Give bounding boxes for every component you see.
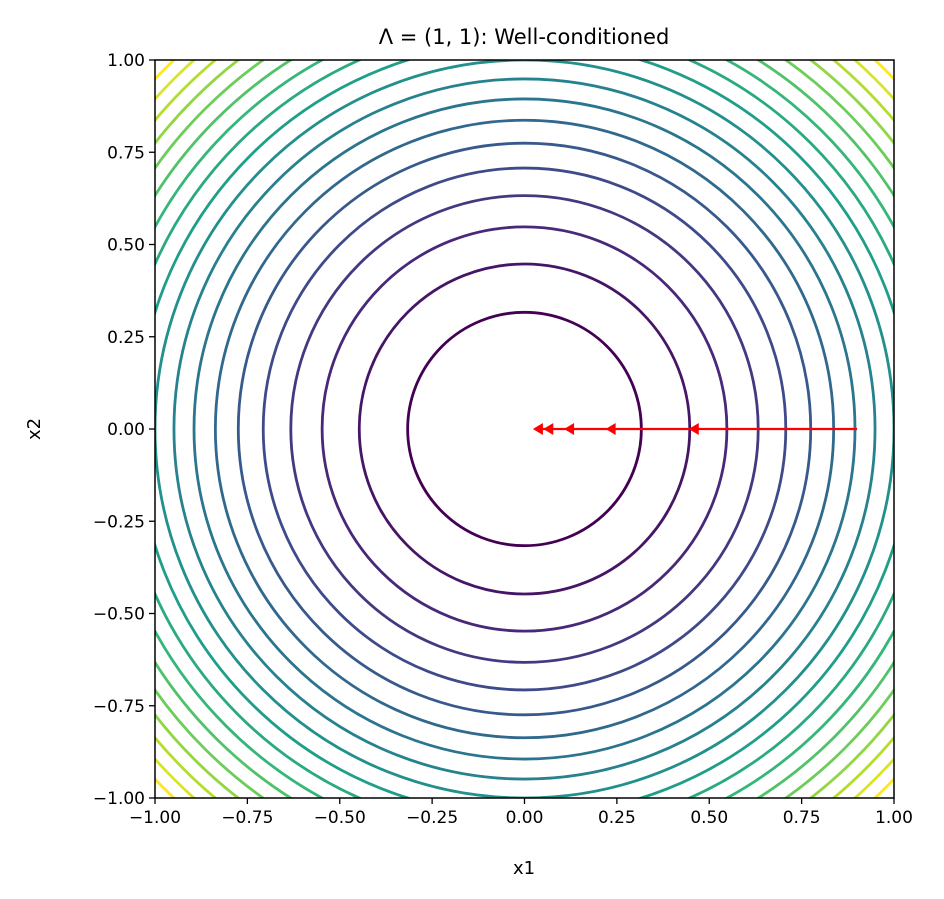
y-tick-label: −1.00	[93, 789, 145, 809]
y-tick-label: 0.25	[107, 328, 145, 348]
x-tick-label: 0.75	[783, 808, 821, 828]
chart-title: Λ = (1, 1): Well-conditioned	[379, 25, 670, 49]
y-tick-label: −0.25	[93, 512, 145, 532]
path-arrowhead	[688, 423, 699, 435]
x-tick-label: 1.00	[875, 808, 913, 828]
x-tick-label: −0.75	[221, 808, 273, 828]
y-tick-label: 1.00	[107, 51, 145, 71]
y-axis-label: x2	[24, 418, 45, 440]
x-tick-label: −1.00	[129, 808, 181, 828]
x-tick-label: −0.50	[314, 808, 366, 828]
y-tick-label: 0.50	[107, 236, 145, 256]
y-tick-label: −0.75	[93, 697, 145, 717]
y-tick-label: 0.00	[107, 420, 145, 440]
x-axis: −1.00 −0.75 −0.50 −0.25 0.00 0.25 0.50 0.75 1.00	[129, 798, 913, 828]
x-tick-label: 0.25	[598, 808, 636, 828]
y-tick-label: 0.75	[107, 143, 145, 163]
contour-level-0.9	[172, 77, 877, 781]
y-axis: 1.00 0.75 0.50 0.25 0.00 −0.25 −0.50 −0.75 −1.00	[93, 51, 155, 809]
path-arrowhead	[564, 423, 575, 435]
x-tick-label: −0.25	[406, 808, 458, 828]
x-axis-label: x1	[513, 858, 535, 879]
x-tick-label: 0.00	[506, 808, 544, 828]
path-arrowhead	[532, 423, 543, 435]
descent-path	[532, 423, 858, 435]
path-arrowhead	[543, 423, 554, 435]
y-tick-label: −0.50	[93, 605, 145, 625]
path-arrowhead	[605, 423, 616, 435]
x-tick-label: 0.50	[690, 808, 728, 828]
